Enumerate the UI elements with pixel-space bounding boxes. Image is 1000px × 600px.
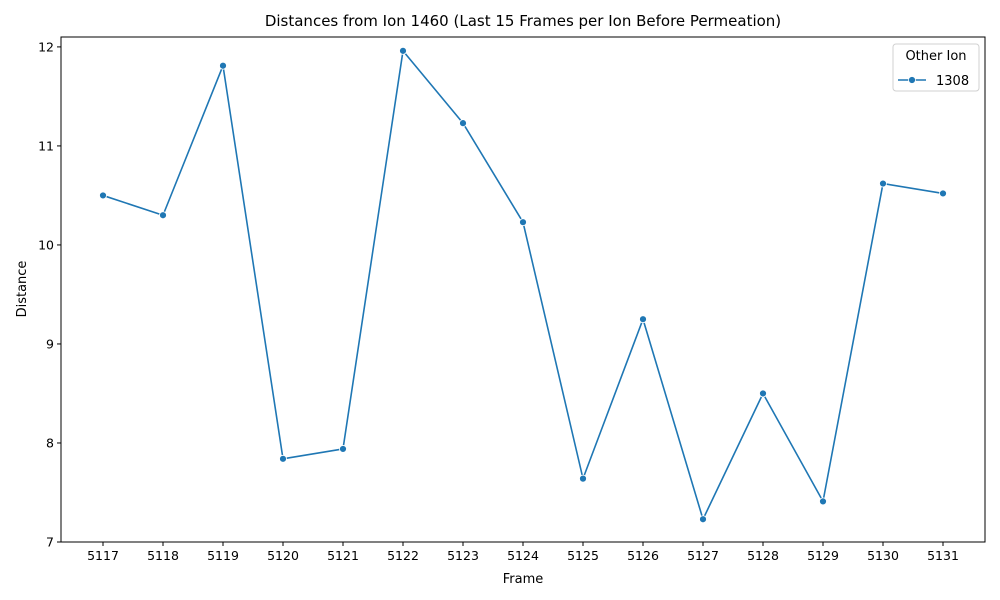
data-point <box>819 497 827 506</box>
data-point <box>279 454 287 463</box>
x-axis-ticks: 5117 5118 5119 5120 5121 5122 5123 5124 5125 5126… <box>87 542 959 563</box>
data-point <box>639 315 647 324</box>
x-tick-label: 5120 <box>267 548 299 563</box>
data-point <box>579 474 587 483</box>
y-axis-label: Distance <box>15 261 30 318</box>
x-tick-label: 5124 <box>507 548 539 563</box>
plot-frame <box>60 36 986 543</box>
data-point <box>399 46 407 55</box>
data-point <box>339 445 347 453</box>
data-point <box>879 179 887 188</box>
data-point <box>99 191 107 200</box>
data-point <box>459 119 467 128</box>
y-tick-label: 9 <box>46 336 54 351</box>
x-tick-label: 5118 <box>147 548 179 563</box>
x-tick-label: 5123 <box>447 548 479 563</box>
y-tick-label: 8 <box>46 435 54 450</box>
y-tick-label: 7 <box>46 535 54 550</box>
x-tick-label: 5126 <box>627 548 659 563</box>
y-tick-label: 12 <box>38 39 54 54</box>
x-tick-label: 5129 <box>807 548 839 563</box>
x-tick-label: 5125 <box>567 548 599 563</box>
y-axis-ticks: 7 8 9 10 11 12 <box>38 39 61 550</box>
series-layer <box>99 46 947 524</box>
x-tick-label: 5122 <box>387 548 419 563</box>
data-point <box>519 218 527 227</box>
chart-title: Distances from Ion 1460 (Last 15 Frames … <box>265 12 781 30</box>
x-tick-label: 5117 <box>87 548 119 563</box>
x-tick-label: 5121 <box>327 548 359 563</box>
x-tick-label: 5128 <box>747 548 779 563</box>
x-tick-label: 5119 <box>207 548 239 563</box>
x-tick-label: 5131 <box>927 548 959 563</box>
legend-title: Other Ion <box>905 49 966 64</box>
x-tick-label: 5130 <box>867 548 899 563</box>
y-tick-label: 10 <box>38 237 54 252</box>
legend-point-marker <box>908 76 916 84</box>
data-point <box>699 515 707 524</box>
data-point <box>759 389 767 398</box>
x-axis-label: Frame <box>503 572 544 587</box>
legend: Other Ion 1308 <box>892 43 980 92</box>
data-point <box>219 61 227 70</box>
y-tick-label: 11 <box>38 138 54 153</box>
x-tick-label: 5127 <box>687 548 719 563</box>
legend-entry-label: 1308 <box>936 74 969 89</box>
data-point <box>939 189 947 198</box>
data-point <box>159 211 167 220</box>
